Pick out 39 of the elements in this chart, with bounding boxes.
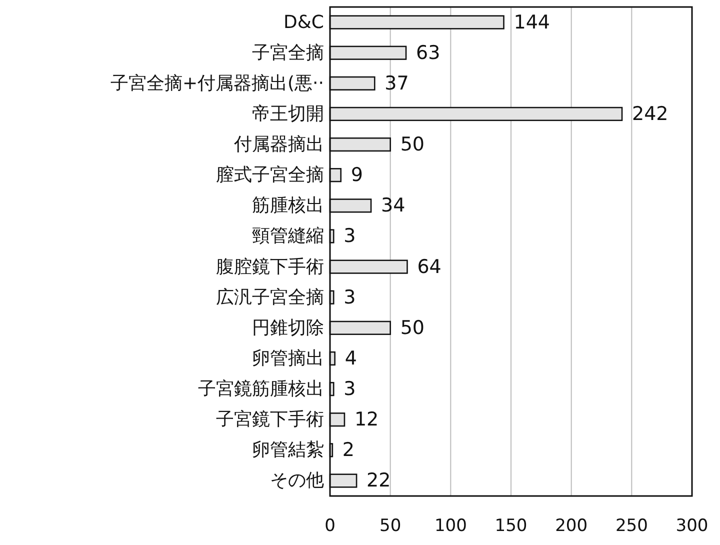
y-tick-label: 膣式子宮全摘 xyxy=(216,164,324,186)
x-tick-label: 0 xyxy=(324,516,336,536)
data-label: 37 xyxy=(384,72,409,94)
data-label: 34 xyxy=(381,194,406,217)
data-label: 3 xyxy=(344,286,356,308)
x-tick-label: 300 xyxy=(676,516,708,536)
data-label: 4 xyxy=(344,347,357,370)
y-tick-label: 腹腔鏡下手術 xyxy=(216,256,324,278)
y-tick-label: 子宮全摘 xyxy=(252,42,324,64)
data-label: 3 xyxy=(344,225,356,248)
data-label: 12 xyxy=(354,408,379,431)
x-tick-label: 50 xyxy=(380,516,402,536)
y-tick-label: 子宮鏡筋腫核出 xyxy=(198,378,324,400)
data-label: 50 xyxy=(400,316,425,339)
y-tick-label: 頸管縫縮 xyxy=(252,226,324,247)
data-label: 63 xyxy=(416,42,440,64)
data-label: 2 xyxy=(342,439,355,462)
x-tick-label: 200 xyxy=(555,516,588,536)
data-label: 3 xyxy=(344,378,356,400)
y-tick-label: 付属器摘出 xyxy=(233,134,324,156)
data-label: 22 xyxy=(366,470,391,492)
x-tick-label: 150 xyxy=(494,516,528,536)
data-label: 50 xyxy=(400,134,425,156)
data-label: 242 xyxy=(632,102,668,125)
data-label: 144 xyxy=(514,11,550,34)
y-tick-label: 子宮鏡下手術 xyxy=(216,409,324,430)
data-label: 64 xyxy=(417,256,442,278)
y-tick-label: 帝王切開 xyxy=(252,103,324,124)
y-tick-label: 円錐切除 xyxy=(252,317,324,338)
x-tick-label: 250 xyxy=(615,516,648,536)
y-tick-label: 卵管結紮 xyxy=(252,440,324,461)
y-tick-label: 筋腫核出 xyxy=(252,195,324,216)
y-tick-label: 子宮全摘+付属器摘出(悪·· xyxy=(110,72,324,94)
x-tick-label: 100 xyxy=(434,516,467,536)
y-tick-label: 広汎子宮全摘 xyxy=(216,286,324,308)
y-tick-label: 卵管摘出 xyxy=(252,348,324,369)
data-label: 9 xyxy=(350,164,363,186)
y-tick-label: D&C xyxy=(284,12,324,33)
y-tick-label: その他 xyxy=(270,470,324,492)
